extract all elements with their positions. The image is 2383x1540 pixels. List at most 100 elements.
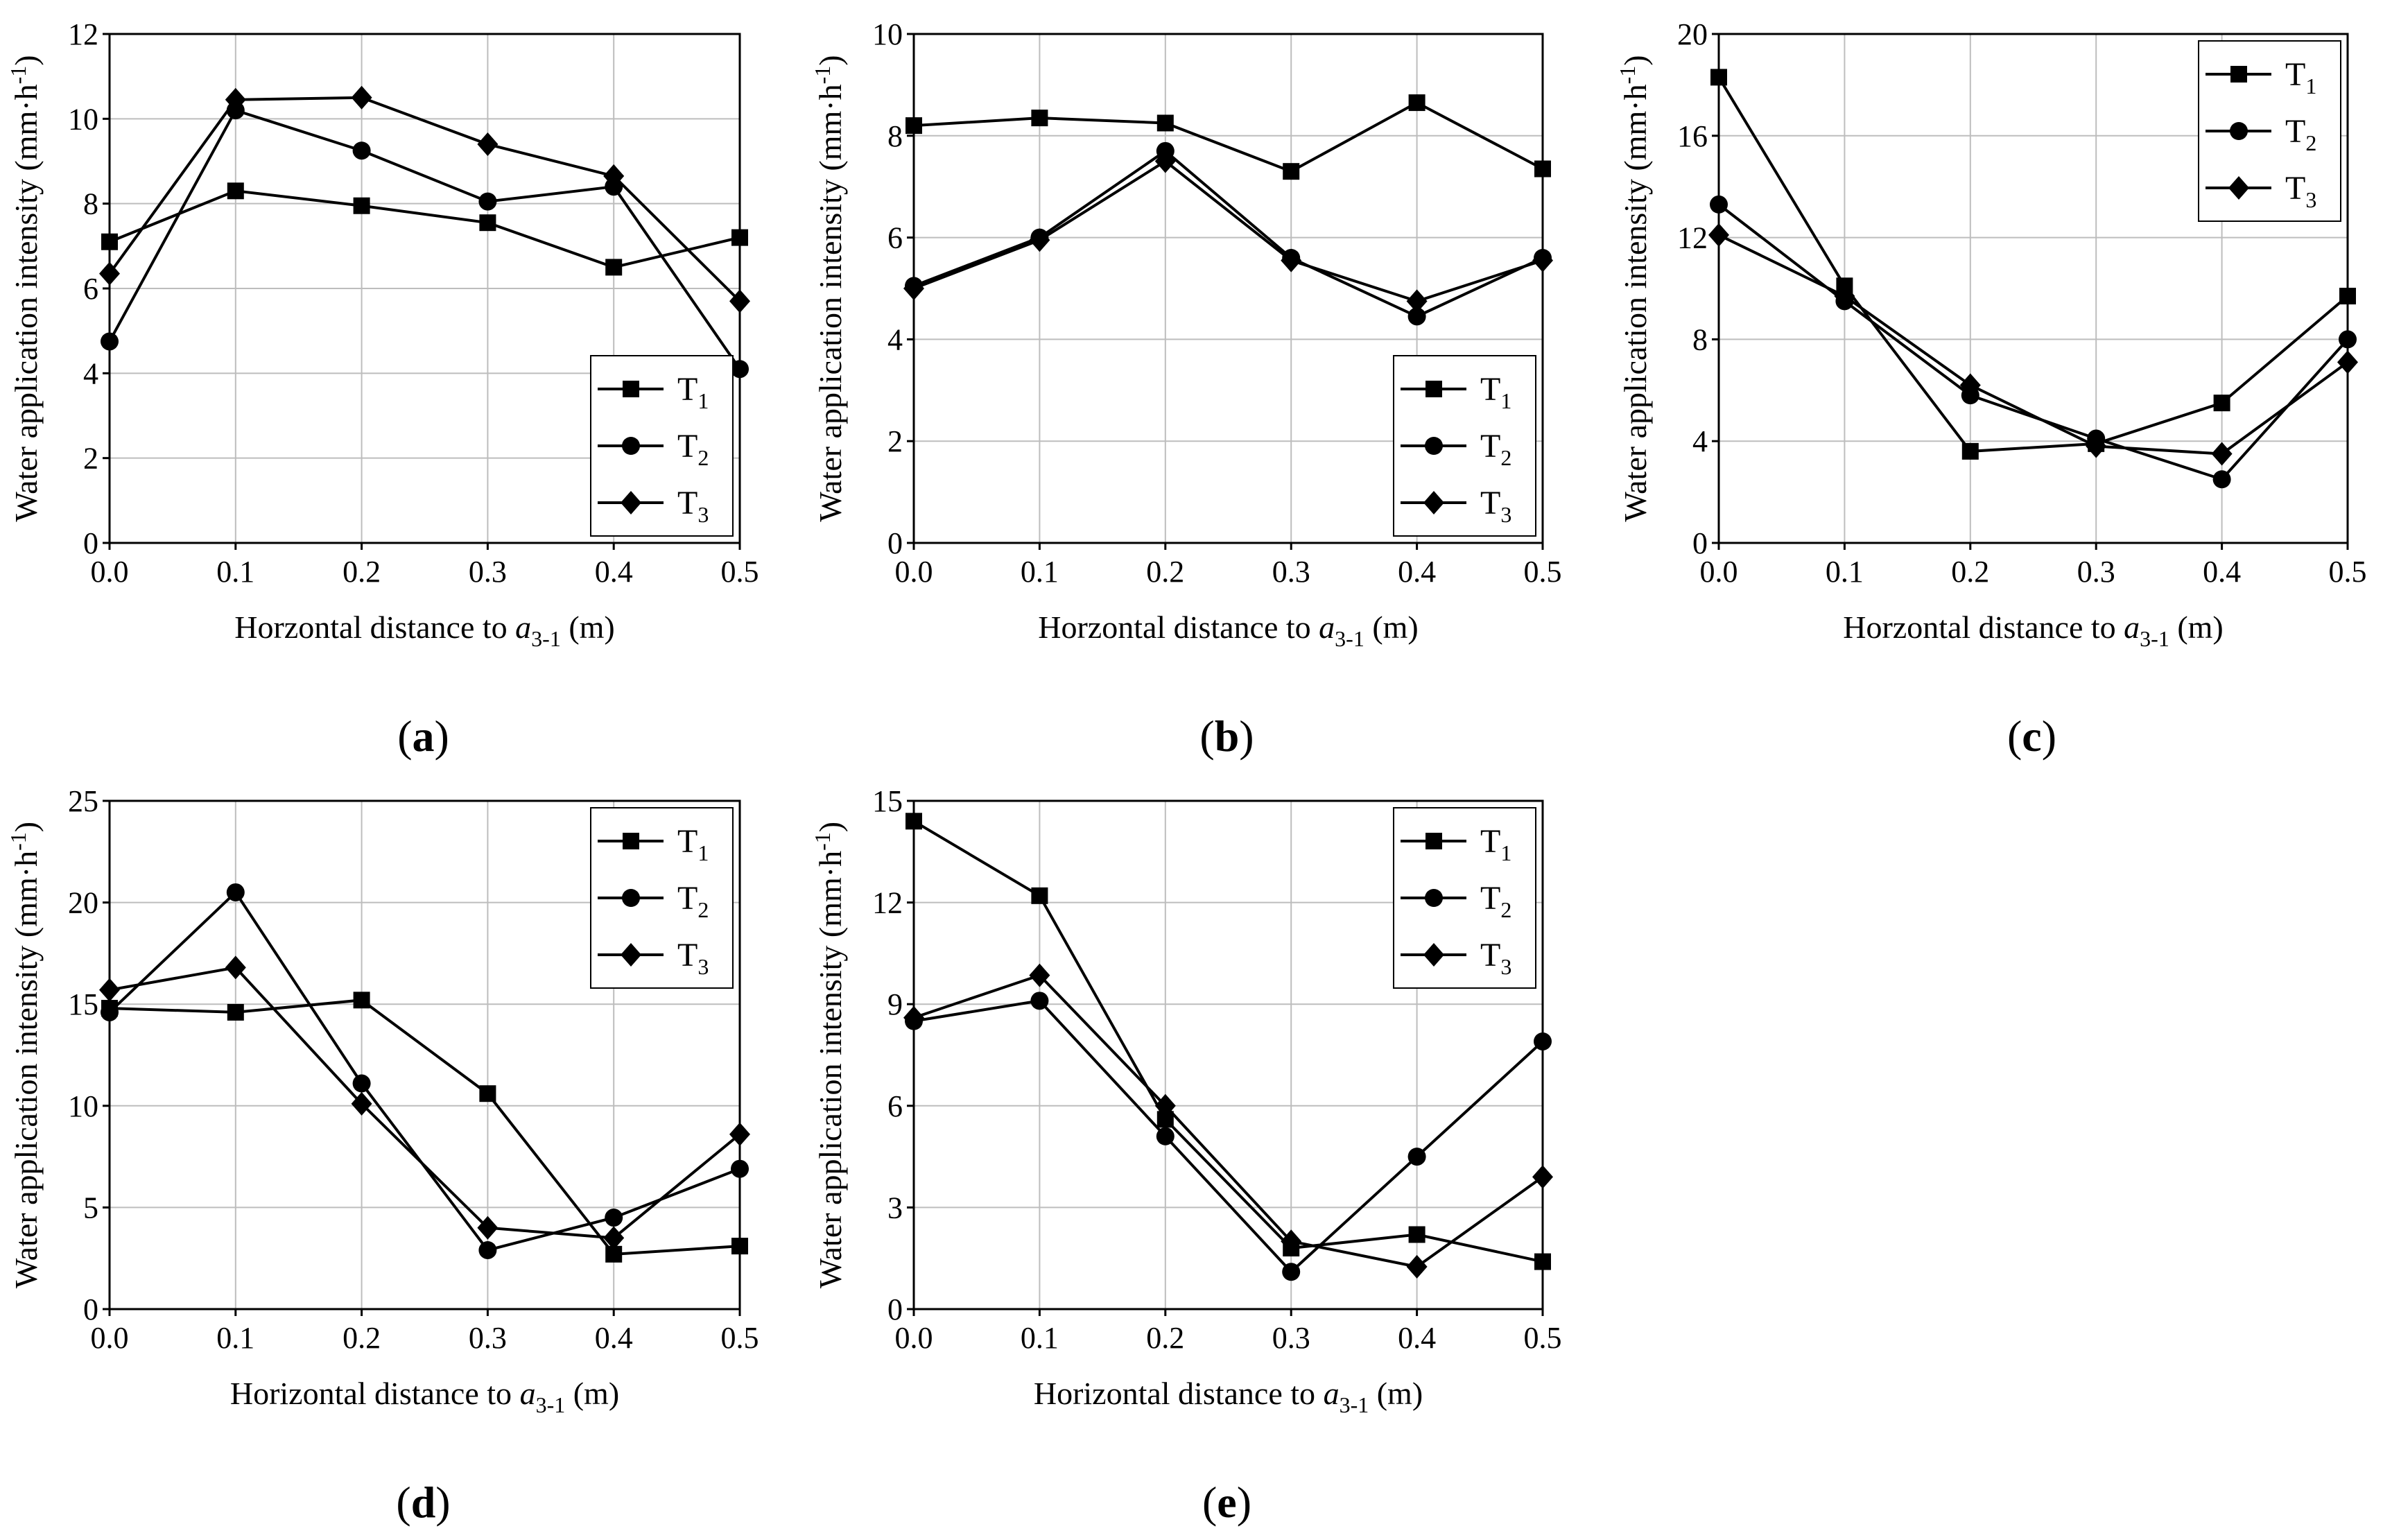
x-axis-title: Horzontal distance to a3-1 (m): [1843, 609, 2224, 651]
panel-label: (d): [396, 1478, 450, 1527]
x-tick-label: 0.5: [1524, 555, 1562, 589]
x-tick-label: 0.3: [2077, 555, 2115, 589]
data-point-t2: [1030, 992, 1049, 1010]
panel-label: (b): [1199, 711, 1254, 761]
data-point-t3: [1029, 963, 1050, 987]
x-tick-label: 0.4: [2203, 555, 2241, 589]
legend-marker: [2230, 66, 2247, 83]
data-point-t2: [2339, 330, 2357, 349]
legend-marker: [2228, 176, 2249, 200]
data-point-t2: [226, 883, 245, 901]
y-tick-label: 4: [887, 322, 903, 356]
legend: T1 T2 T3: [590, 355, 734, 537]
legend-marker: [2230, 122, 2248, 140]
x-axis-title: Horzontal distance to a3-1 (m): [234, 609, 615, 651]
x-tick-label: 0.2: [1146, 555, 1184, 589]
y-tick-label: 3: [887, 1191, 903, 1225]
data-point-t3: [1154, 149, 1176, 173]
legend-marker: [1426, 833, 1442, 849]
data-point-t2: [1710, 195, 1728, 214]
panel-label: (e): [1202, 1478, 1251, 1527]
x-tick-label: 0.2: [343, 1321, 381, 1355]
y-tick-label: 6: [83, 272, 98, 306]
series-line-t2: [913, 999, 1544, 1274]
series-line-t3: [913, 159, 1543, 303]
data-point-t2: [101, 1003, 119, 1021]
data-point-t1: [605, 259, 623, 276]
legend: T1 T2 T3: [1393, 807, 1536, 989]
y-tick-label: 8: [887, 119, 903, 153]
x-tick-label: 0.0: [1700, 555, 1738, 589]
legend-label-t1: T1: [1480, 371, 1511, 413]
plot-frame: [912, 799, 1544, 1310]
series-line-t1: [912, 820, 1543, 1263]
panel-label: (a): [397, 711, 449, 761]
legend-marker: [621, 943, 641, 967]
y-tick-label: 12: [872, 886, 903, 920]
legend-marker: [1426, 381, 1442, 397]
data-point-t3: [903, 277, 924, 300]
data-point-t2: [478, 1240, 497, 1259]
x-tick-label: 0.2: [1146, 1321, 1184, 1355]
data-point-t1: [1408, 94, 1426, 112]
legend-marker: [1425, 889, 1443, 907]
y-axis-title: Water application intensity (mm·h-1): [810, 55, 848, 521]
series-line-t2: [913, 149, 1543, 318]
data-point-t3: [903, 1005, 924, 1030]
legend-label-t3: T3: [1480, 937, 1511, 979]
data-point-t3: [477, 1215, 499, 1240]
data-point-t1: [2339, 288, 2356, 305]
y-tick-label: 9: [887, 987, 903, 1021]
data-point-t2: [352, 1074, 371, 1093]
x-axis-title: Horzontal distance to a3-1 (m): [1038, 609, 1419, 651]
y-tick-label: 10: [68, 102, 98, 136]
panel-label: (c): [2007, 711, 2056, 761]
y-tick-label: 6: [887, 221, 903, 255]
series-line-t3: [109, 966, 741, 1240]
data-point-t3: [729, 289, 750, 313]
legend-marker: [621, 491, 641, 514]
x-tick-label: 0.2: [343, 555, 381, 589]
legend-marker: [1423, 491, 1444, 514]
y-tick-label: 0: [887, 526, 903, 560]
data-point-t1: [1156, 114, 1174, 132]
legend-label-t3: T3: [1480, 485, 1511, 527]
legend-label-t2: T2: [1480, 428, 1511, 470]
data-point-t3: [1959, 373, 1981, 397]
legend-label-t3: T3: [677, 937, 709, 979]
y-tick-label: 4: [1692, 424, 1708, 458]
data-point-t1: [1283, 163, 1300, 180]
y-tick-label: 10: [872, 17, 903, 51]
y-tick-label: 4: [83, 356, 98, 390]
data-point-t1: [731, 1238, 748, 1255]
data-point-t3: [477, 132, 499, 157]
data-point-t2: [352, 141, 371, 160]
series-line-t3: [913, 974, 1544, 1269]
series-line-t1: [109, 998, 740, 1256]
legend-marker: [1423, 943, 1444, 967]
x-tick-label: 0.0: [91, 555, 129, 589]
data-point-t1: [1408, 1226, 1426, 1243]
legend-marker: [623, 381, 639, 397]
data-point-t1: [227, 182, 244, 200]
data-point-t1: [905, 813, 922, 830]
data-point-t2: [1534, 1032, 1552, 1050]
x-axis-title: Horizontal distance to a3-1 (m): [1034, 1376, 1423, 1417]
legend-marker: [1425, 437, 1443, 455]
y-tick-label: 0: [1692, 526, 1708, 560]
x-tick-label: 0.2: [1951, 555, 1989, 589]
x-tick-label: 0.4: [1398, 1321, 1436, 1355]
x-tick-label: 0.4: [1398, 555, 1436, 589]
x-tick-label: 0.4: [595, 1321, 633, 1355]
y-tick-label: 0: [83, 526, 98, 560]
data-point-t3: [99, 978, 120, 1002]
data-point-t1: [1961, 442, 1979, 460]
y-tick-label: 15: [872, 784, 903, 818]
y-tick-label: 20: [1677, 17, 1708, 51]
data-point-t3: [1406, 289, 1428, 313]
y-tick-label: 2: [887, 424, 903, 458]
data-point-t1: [1031, 887, 1048, 904]
x-tick-label: 0.0: [91, 1321, 129, 1355]
legend: T1 T2 T3: [590, 807, 734, 989]
x-tick-label: 0.0: [895, 1321, 933, 1355]
